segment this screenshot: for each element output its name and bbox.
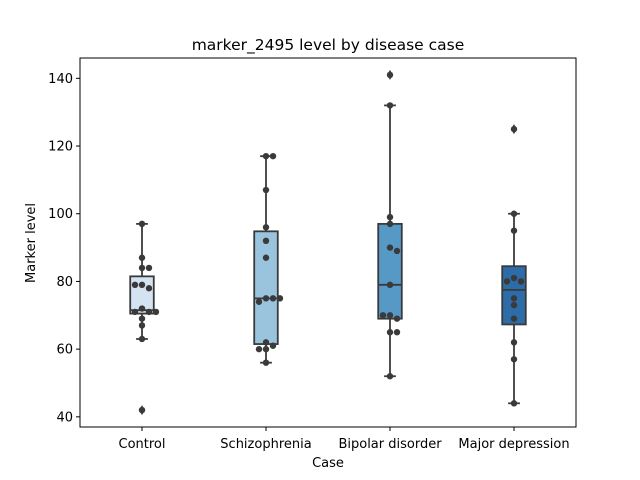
x-tick-label: Bipolar disorder xyxy=(338,437,442,452)
data-point xyxy=(393,329,401,336)
data-point xyxy=(262,237,270,245)
plot-frame xyxy=(79,57,577,428)
data-point xyxy=(262,359,270,366)
data-point xyxy=(517,278,525,285)
data-point xyxy=(138,305,146,312)
data-point xyxy=(386,71,394,79)
data-point xyxy=(510,400,518,407)
data-point xyxy=(262,339,270,346)
data-point xyxy=(510,315,518,322)
data-point xyxy=(145,285,153,292)
plot-area xyxy=(129,69,527,416)
data-point xyxy=(131,308,139,316)
data-point xyxy=(138,335,146,343)
data-point xyxy=(386,220,394,228)
data-point xyxy=(393,315,401,322)
data-point xyxy=(145,264,153,272)
data-point xyxy=(386,213,394,221)
data-point xyxy=(510,274,518,282)
axes: 40 60 80 100 120 140 Control Schizophrenia Bipol… xyxy=(48,72,569,452)
data-point xyxy=(510,301,518,309)
data-point xyxy=(262,224,270,231)
data-point xyxy=(386,329,394,336)
y-axis-label: Marker level xyxy=(24,203,39,283)
data-point xyxy=(262,186,270,194)
data-point xyxy=(262,295,270,302)
data-point xyxy=(145,308,153,316)
y-tick-label: 140 xyxy=(48,72,73,87)
data-point xyxy=(255,345,263,353)
data-point xyxy=(276,295,284,302)
data-point xyxy=(269,295,277,302)
y-tick-label: 60 xyxy=(56,343,73,358)
data-point xyxy=(510,339,518,346)
data-point xyxy=(269,342,277,349)
data-point xyxy=(386,102,394,109)
data-point xyxy=(386,281,394,289)
data-point xyxy=(269,152,277,160)
data-point xyxy=(138,220,146,228)
data-point xyxy=(510,210,518,217)
box-iqr xyxy=(253,230,279,345)
box-iqr xyxy=(377,222,403,320)
data-point xyxy=(386,312,394,319)
data-point xyxy=(510,125,518,133)
data-point xyxy=(510,227,518,234)
data-point xyxy=(262,345,270,353)
data-point xyxy=(138,315,146,322)
data-point xyxy=(152,308,160,316)
data-point xyxy=(503,278,511,285)
data-point xyxy=(510,295,518,302)
data-point xyxy=(510,356,518,363)
x-tick-label: Major depression xyxy=(458,437,569,452)
chart-title: marker_2495 level by disease case xyxy=(192,36,465,55)
data-point xyxy=(131,281,139,289)
data-point xyxy=(386,244,394,251)
data-point xyxy=(138,322,146,329)
data-point xyxy=(255,298,263,305)
x-tick-label: Control xyxy=(119,437,166,452)
y-tick-label: 40 xyxy=(56,410,73,425)
data-point xyxy=(262,152,270,160)
x-tick-label: Schizophrenia xyxy=(220,437,311,452)
y-tick-label: 120 xyxy=(48,140,73,155)
data-point xyxy=(138,281,146,289)
x-axis-label: Case xyxy=(312,456,344,471)
data-point xyxy=(379,312,387,319)
data-point xyxy=(262,254,270,261)
data-point xyxy=(138,254,146,261)
y-tick-label: 100 xyxy=(48,207,73,222)
data-point xyxy=(138,406,146,414)
data-point xyxy=(393,247,401,255)
y-tick-label: 80 xyxy=(56,275,73,290)
data-point xyxy=(138,264,146,272)
data-point xyxy=(386,373,394,380)
